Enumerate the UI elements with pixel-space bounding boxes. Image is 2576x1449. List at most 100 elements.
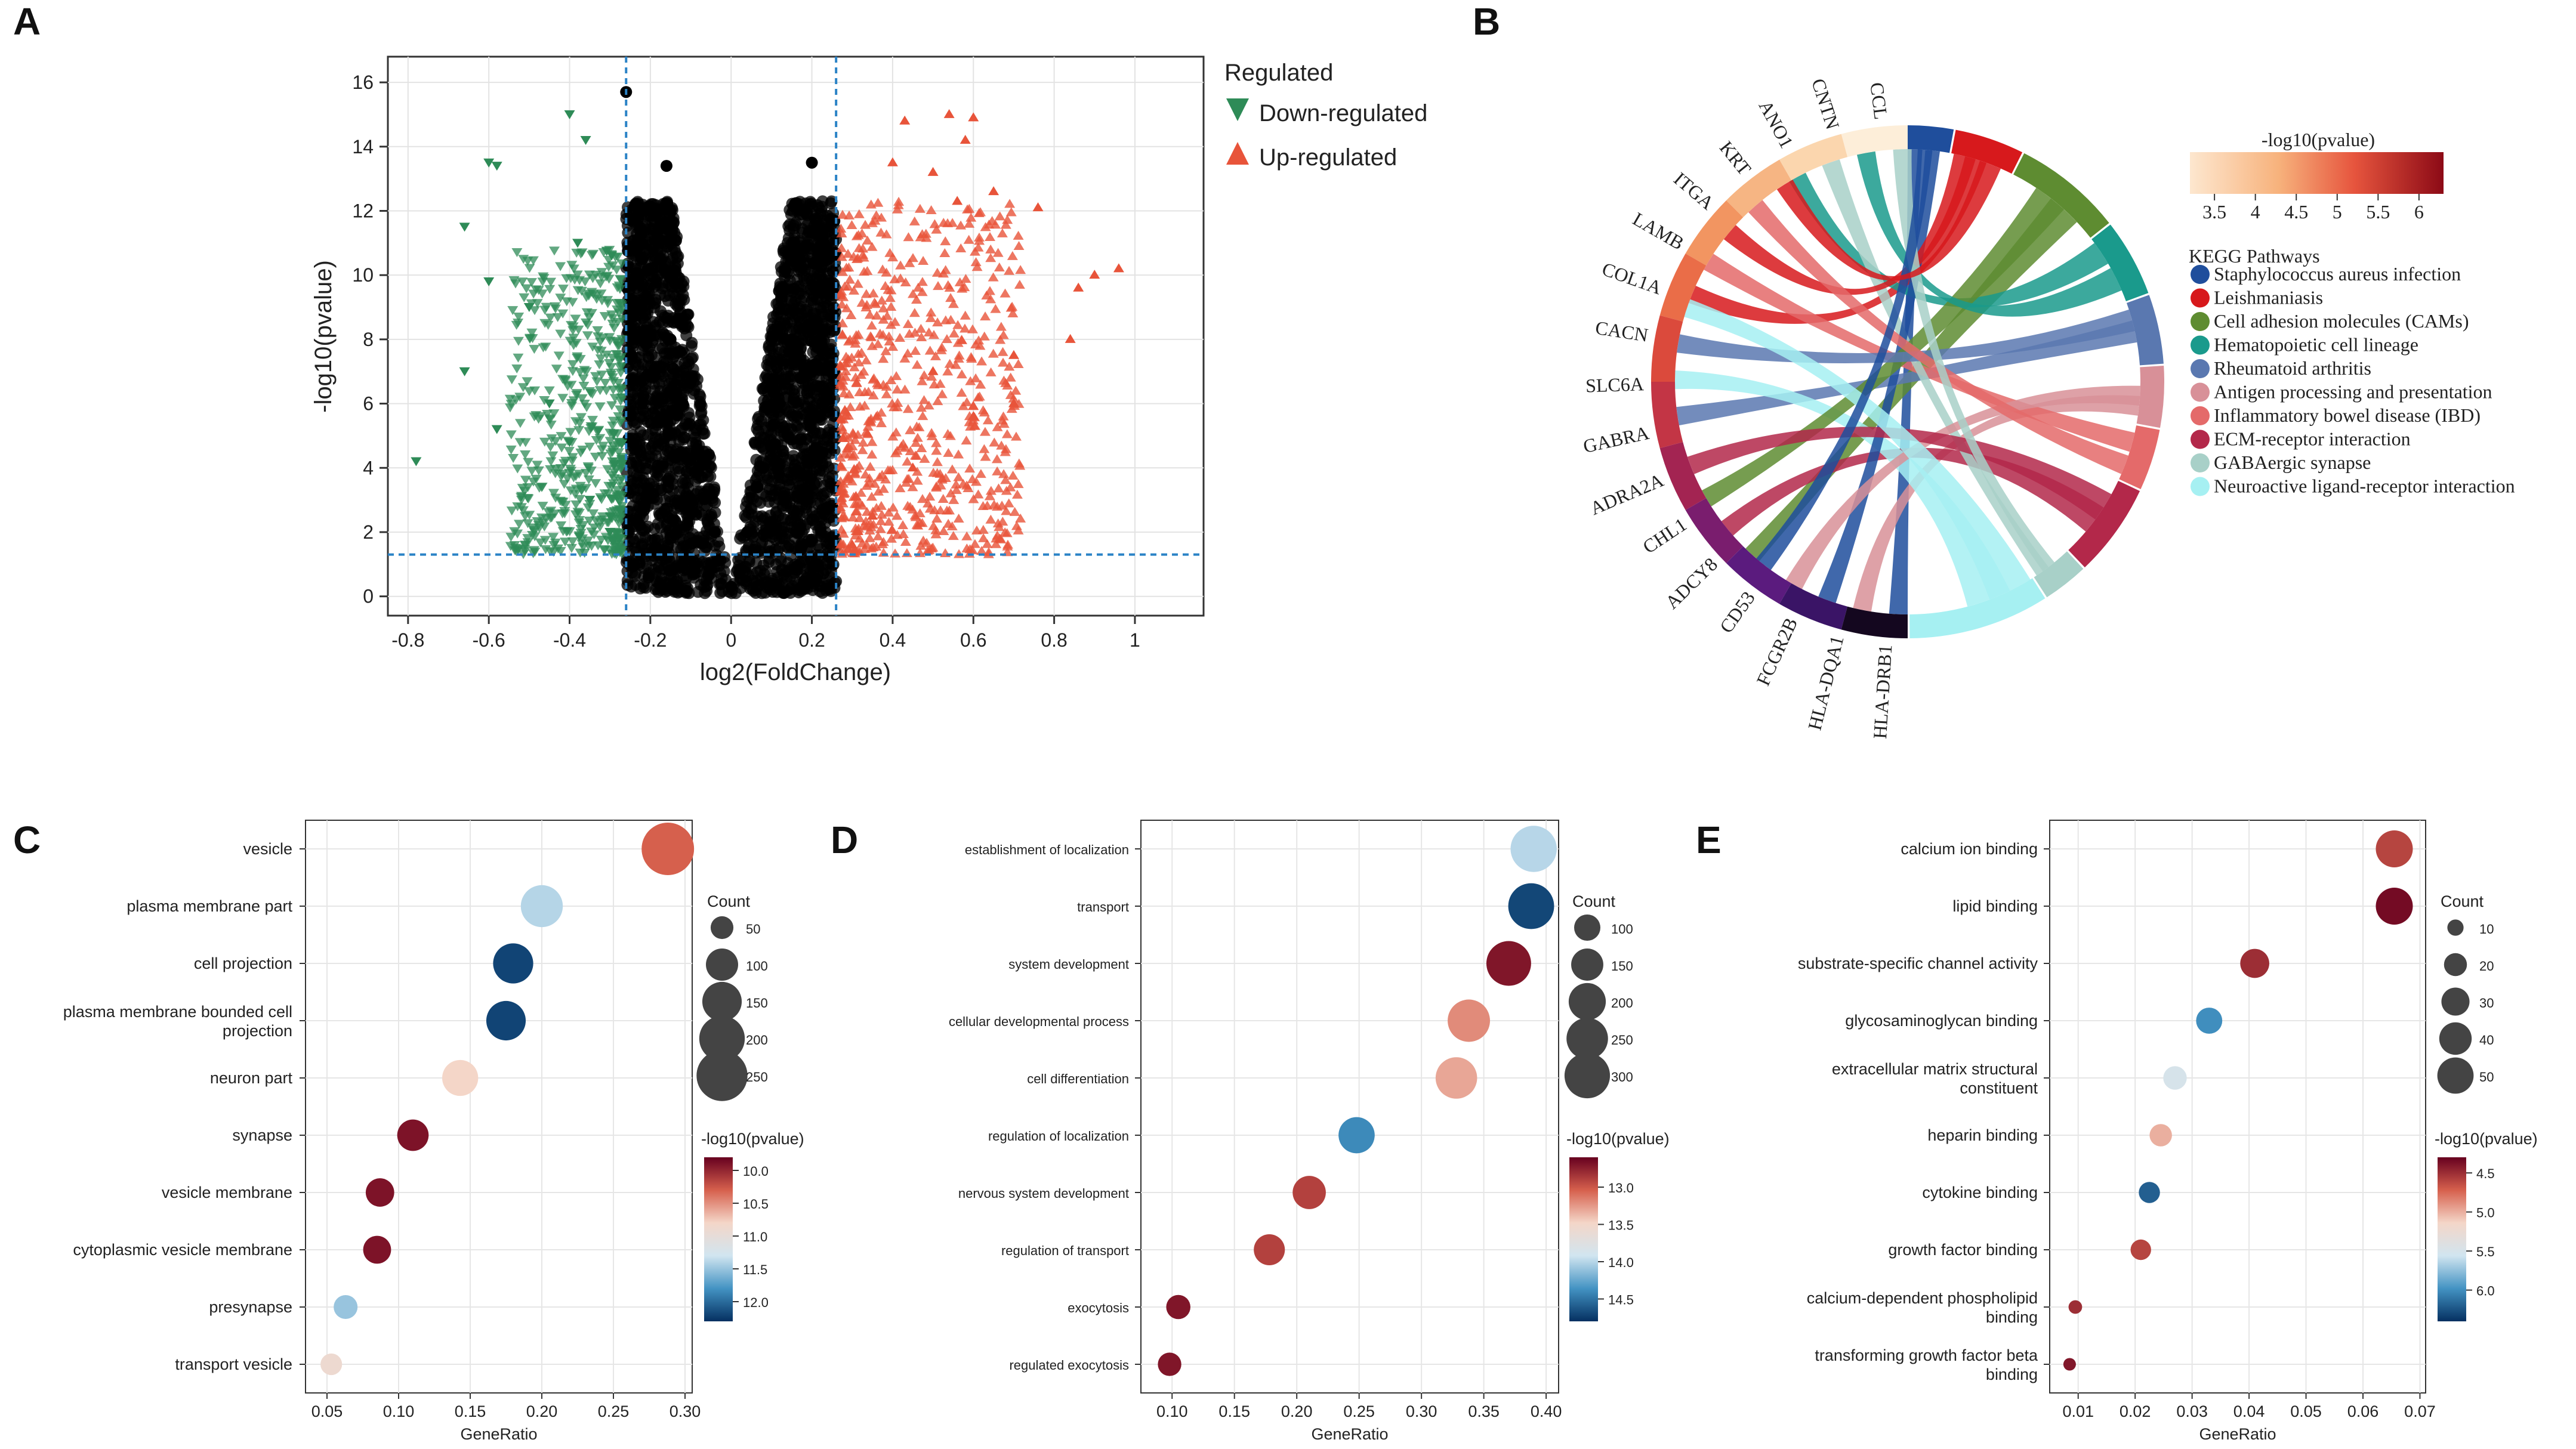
up-regulated-point (878, 484, 889, 493)
nonsignificant-point (670, 387, 683, 399)
nonsignificant-point (798, 274, 810, 287)
up-regulated-point (945, 314, 957, 324)
color-legend-tick-label: 6.0 (2476, 1284, 2495, 1299)
up-regulated-point (858, 267, 869, 276)
up-regulated-point (910, 438, 921, 447)
up-regulated-point (973, 242, 984, 252)
down-regulated-point (512, 464, 523, 474)
category-label: regulation of localization (988, 1129, 1129, 1144)
up-regulated-point (871, 310, 883, 320)
up-regulated-point (983, 549, 994, 558)
nonsignificant-point (824, 342, 837, 355)
up-regulated-point (992, 248, 1004, 257)
category-label: transport (1077, 900, 1129, 914)
kegg-legend-label: Cell adhesion molecules (CAMs) (2214, 310, 2469, 332)
down-regulated-point (483, 158, 495, 168)
nonsignificant-point (631, 553, 644, 566)
nonsignificant-point (787, 219, 800, 231)
down-regulated-point (606, 401, 618, 410)
dot-plot-x-tick-label: 0.25 (1343, 1402, 1375, 1420)
up-regulated-point (900, 277, 911, 287)
nonsignificant-point (652, 518, 664, 530)
size-legend-label: 40 (2479, 1033, 2494, 1048)
up-regulated-point (948, 299, 959, 308)
up-regulated-point (976, 546, 988, 555)
up-regulated-point (1004, 362, 1015, 371)
pathway-gene-ribbon (1822, 159, 2049, 576)
nonsignificant-point (783, 488, 795, 500)
up-regulated-point (985, 486, 997, 495)
down-regulated-point (411, 457, 422, 466)
up-regulated-point (992, 422, 1003, 431)
up-regulated-point (927, 366, 939, 375)
down-regulated-point (545, 313, 556, 323)
pathway-arc (2126, 295, 2164, 366)
nonsignificant-point (642, 344, 655, 357)
up-regulated-legend-marker (1226, 142, 1249, 165)
up-regulated-point (860, 302, 872, 311)
nonsignificant-point (777, 449, 789, 461)
nonsignificant-point (745, 486, 758, 498)
nonsignificant-point (807, 368, 820, 381)
down-regulated-point (550, 493, 562, 503)
up-regulated-point (866, 242, 878, 251)
up-regulated-point (989, 437, 1000, 447)
size-legend-title: Count (1572, 892, 1616, 910)
down-regulated-point (590, 372, 601, 381)
dot-plot-frame (1140, 820, 1559, 1394)
dot-plot-point (641, 823, 695, 875)
down-regulated-point (544, 386, 555, 396)
up-regulated-point (909, 328, 921, 337)
up-regulated-point (847, 441, 858, 450)
up-regulated-point (991, 539, 1002, 548)
down-regulated-point (557, 285, 569, 294)
up-regulated-point (965, 212, 977, 222)
up-regulated-point (843, 249, 854, 258)
dot-plot-point (1158, 1352, 1181, 1376)
down-regulated-point (593, 541, 604, 551)
down-regulated-point (587, 274, 599, 283)
up-regulated-point (835, 223, 847, 233)
nonsignificant-point (660, 160, 672, 172)
volcano-x-tick-label: 0.8 (1041, 629, 1067, 651)
down-regulated-point (604, 527, 616, 537)
nonsignificant-point (674, 503, 687, 515)
down-regulated-point (505, 542, 516, 551)
size-legend-label: 30 (2479, 996, 2494, 1011)
down-regulated-point (616, 455, 627, 464)
down-regulated-point (564, 438, 575, 447)
down-regulated-point (528, 526, 539, 535)
down-regulated-point (613, 437, 624, 447)
dot-plot-x-tick-label: 0.25 (598, 1402, 630, 1420)
up-regulated-point (835, 413, 846, 423)
down-regulated-point (529, 547, 541, 557)
nonsignificant-point (702, 470, 714, 483)
up-regulated-point (928, 330, 940, 339)
color-legend-bar (2438, 1157, 2466, 1321)
up-regulated-point (955, 220, 967, 230)
up-regulated-point (1010, 431, 1022, 441)
nonsignificant-point (656, 309, 669, 322)
nonsignificant-point (812, 579, 825, 591)
up-regulated-point (1010, 385, 1022, 395)
up-regulated-point (1000, 220, 1011, 229)
up-regulated-point (841, 303, 852, 313)
down-regulated-point (597, 512, 608, 521)
down-regulated-point (590, 479, 601, 489)
nonsignificant-point (621, 565, 634, 577)
nonsignificant-point (718, 551, 730, 563)
color-legend-title: -log10(pvalue) (1566, 1130, 1670, 1148)
up-regulated-point (1001, 429, 1013, 438)
volcano-y-tick-label: 8 (363, 329, 374, 350)
up-regulated-point (870, 299, 881, 308)
up-regulated-point (865, 417, 877, 427)
up-regulated-point (843, 262, 854, 272)
up-regulated-point (915, 518, 926, 527)
up-regulated-point (953, 472, 964, 481)
category-label: nervous system development (958, 1186, 1129, 1201)
down-regulated-point (601, 386, 612, 396)
nonsignificant-point (828, 214, 841, 227)
nonsignificant-point (798, 205, 810, 217)
gene-arc (1841, 606, 1908, 638)
up-regulated-point (902, 456, 913, 466)
